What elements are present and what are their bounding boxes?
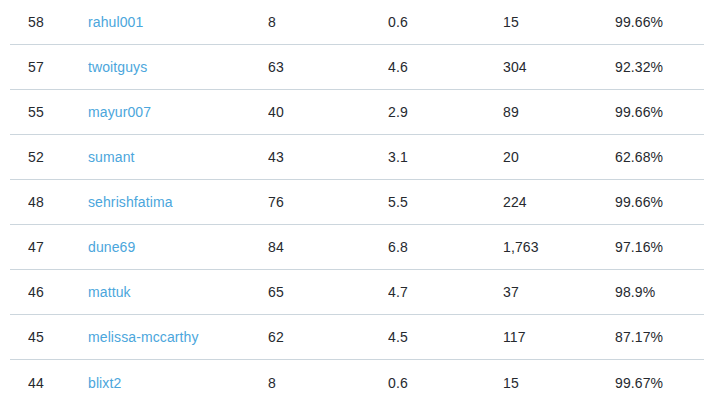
percent-cell: 99.66%: [615, 104, 704, 120]
username-link[interactable]: dune69: [88, 239, 268, 255]
table-row: 46 mattuk 65 4.7 37 98.9%: [10, 270, 704, 315]
table-row: 44 blixt2 8 0.6 15 99.67%: [10, 360, 704, 405]
value1-cell: 8: [268, 14, 388, 30]
value1-cell: 8: [268, 375, 388, 391]
percent-cell: 99.66%: [615, 14, 704, 30]
percent-cell: 97.16%: [615, 239, 704, 255]
value2-cell: 0.6: [388, 14, 503, 30]
table-row: 48 sehrishfatima 76 5.5 224 99.66%: [10, 180, 704, 225]
rank-cell: 47: [28, 239, 88, 255]
rank-cell: 55: [28, 104, 88, 120]
table-row: 58 rahul001 8 0.6 15 99.66%: [10, 0, 704, 45]
username-link[interactable]: mattuk: [88, 284, 268, 300]
table-row: 47 dune69 84 6.8 1,763 97.16%: [10, 225, 704, 270]
value1-cell: 84: [268, 239, 388, 255]
percent-cell: 62.68%: [615, 149, 704, 165]
username-link[interactable]: melissa-mccarthy: [88, 329, 268, 345]
percent-cell: 87.17%: [615, 329, 704, 345]
value2-cell: 0.6: [388, 375, 503, 391]
value3-cell: 89: [503, 104, 615, 120]
value3-cell: 224: [503, 194, 615, 210]
username-link[interactable]: twoitguys: [88, 59, 268, 75]
value1-cell: 63: [268, 59, 388, 75]
value1-cell: 40: [268, 104, 388, 120]
value1-cell: 65: [268, 284, 388, 300]
rank-cell: 57: [28, 59, 88, 75]
value3-cell: 15: [503, 375, 615, 391]
rank-cell: 58: [28, 14, 88, 30]
value1-cell: 43: [268, 149, 388, 165]
value2-cell: 4.7: [388, 284, 503, 300]
rank-cell: 48: [28, 194, 88, 210]
value3-cell: 20: [503, 149, 615, 165]
value3-cell: 37: [503, 284, 615, 300]
value2-cell: 6.8: [388, 239, 503, 255]
value2-cell: 4.5: [388, 329, 503, 345]
username-link[interactable]: sumant: [88, 149, 268, 165]
value2-cell: 2.9: [388, 104, 503, 120]
value2-cell: 3.1: [388, 149, 503, 165]
rank-cell: 45: [28, 329, 88, 345]
value2-cell: 5.5: [388, 194, 503, 210]
value1-cell: 62: [268, 329, 388, 345]
rank-cell: 52: [28, 149, 88, 165]
rank-cell: 44: [28, 375, 88, 391]
leaderboard-screen: 58 rahul001 8 0.6 15 99.66% 57 twoitguys…: [0, 0, 704, 406]
username-link[interactable]: mayur007: [88, 104, 268, 120]
percent-cell: 99.66%: [615, 194, 704, 210]
leaderboard-table: 58 rahul001 8 0.6 15 99.66% 57 twoitguys…: [10, 0, 704, 405]
table-row: 45 melissa-mccarthy 62 4.5 117 87.17%: [10, 315, 704, 360]
percent-cell: 98.9%: [615, 284, 704, 300]
table-row: 57 twoitguys 63 4.6 304 92.32%: [10, 45, 704, 90]
percent-cell: 99.67%: [615, 375, 704, 391]
value3-cell: 15: [503, 14, 615, 30]
value1-cell: 76: [268, 194, 388, 210]
percent-cell: 92.32%: [615, 59, 704, 75]
username-link[interactable]: sehrishfatima: [88, 194, 268, 210]
value3-cell: 1,763: [503, 239, 615, 255]
table-row: 52 sumant 43 3.1 20 62.68%: [10, 135, 704, 180]
username-link[interactable]: blixt2: [88, 375, 268, 391]
username-link[interactable]: rahul001: [88, 14, 268, 30]
value2-cell: 4.6: [388, 59, 503, 75]
table-row: 55 mayur007 40 2.9 89 99.66%: [10, 90, 704, 135]
value3-cell: 304: [503, 59, 615, 75]
rank-cell: 46: [28, 284, 88, 300]
value3-cell: 117: [503, 329, 615, 345]
